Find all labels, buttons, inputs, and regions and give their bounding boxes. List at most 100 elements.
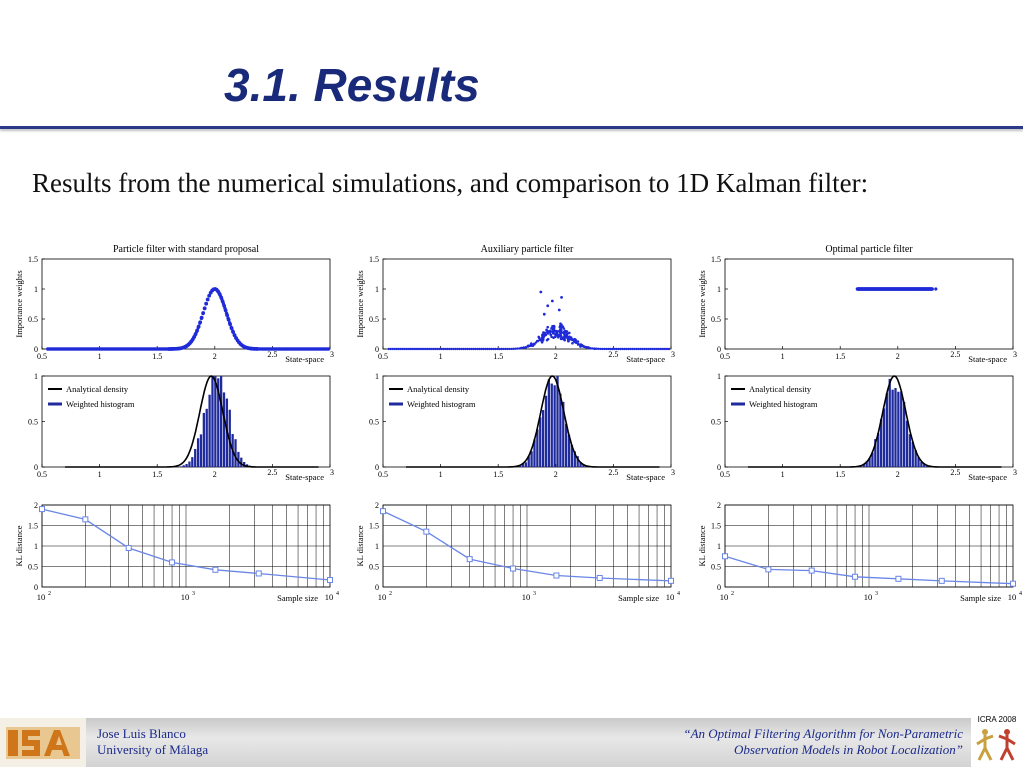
histogram-bar	[582, 464, 585, 467]
chart-title: Optimal particle filter	[825, 244, 913, 255]
weight-point	[454, 347, 457, 351]
weight-point	[643, 347, 646, 351]
histogram-bar	[897, 391, 900, 467]
histogram-bar	[902, 401, 906, 467]
x-tick-exponent: 4	[1019, 591, 1022, 597]
kl-marker	[596, 574, 603, 581]
x-tick-label: 2.5	[950, 350, 960, 359]
weight-point	[619, 347, 622, 351]
y-tick-label: 1	[34, 372, 38, 381]
weight-point	[486, 347, 489, 351]
x-tick-exponent: 3	[533, 591, 536, 597]
kl-marker	[668, 577, 674, 584]
weight-point	[559, 329, 563, 332]
weight-point	[546, 325, 550, 329]
weight-point	[524, 346, 527, 349]
x-tick-label: 1	[439, 470, 443, 479]
histogram-bar	[191, 457, 194, 467]
histogram-bar	[567, 434, 571, 467]
y-tick-label: 1.5	[711, 255, 721, 264]
y-tick-label: 0	[375, 345, 379, 354]
weight-point	[621, 347, 624, 351]
weight-point	[601, 347, 604, 351]
weight-point	[593, 347, 596, 351]
histogram-bar	[547, 379, 551, 467]
weight-point	[531, 343, 535, 347]
weight-point	[413, 347, 417, 351]
weight-point	[552, 336, 555, 340]
y-tick-label: 1.5	[369, 522, 379, 531]
y-tick-label: 0.5	[711, 315, 721, 324]
weight-point	[198, 320, 203, 325]
weight-point	[545, 338, 549, 342]
weight-point	[647, 347, 651, 351]
weight-point	[425, 347, 429, 351]
weight-point	[605, 347, 608, 351]
weight-point	[401, 347, 405, 351]
y-axis-label: KL distance	[355, 525, 365, 566]
histogram-bar	[894, 388, 897, 467]
histogram-bar	[228, 409, 231, 467]
legend-label-analytical: Analytical density	[66, 384, 129, 394]
analytical-density-line	[65, 375, 319, 468]
weight-point	[448, 347, 451, 351]
weight-point	[568, 335, 571, 338]
histogram-bar	[536, 429, 539, 467]
legend-label-histogram: Weighted histogram	[407, 399, 476, 409]
weight-point	[657, 347, 661, 351]
x-tick-exponent: 2	[731, 591, 734, 597]
weight-point	[633, 347, 636, 351]
x-tick-label: 2	[554, 470, 558, 479]
y-tick-label: 0	[717, 463, 721, 472]
histogram-bar	[877, 433, 880, 467]
y-tick-label: 1.5	[28, 522, 38, 531]
x-tick-label: 1.5	[152, 352, 162, 361]
x-tick-label: 10	[666, 592, 675, 602]
x-tick-label: 2	[554, 352, 558, 361]
weight-point	[526, 344, 530, 348]
y-tick-label: 1.5	[28, 255, 38, 264]
weight-point	[427, 347, 431, 351]
weight-point	[934, 287, 938, 291]
y-tick-label: 0.5	[369, 418, 379, 427]
weight-point	[207, 293, 212, 298]
x-tick-label: 0.5	[37, 470, 47, 479]
weight-point	[663, 347, 667, 351]
histogram-bar	[874, 439, 877, 467]
histogram-bar	[905, 420, 909, 467]
weight-point	[219, 295, 224, 300]
histogram-bar	[562, 401, 565, 467]
y-tick-label: 0	[375, 463, 379, 472]
x-axis-label: State-space	[968, 472, 1007, 482]
histogram-bar	[862, 464, 865, 467]
x-tick-label: 1	[439, 352, 443, 361]
y-tick-label: 0.5	[28, 315, 38, 324]
weight-point	[541, 334, 545, 337]
weight-point	[223, 308, 228, 313]
histogram-bar	[524, 462, 527, 467]
weight-point	[225, 313, 230, 318]
histogram-bar	[533, 439, 536, 467]
analytical-density-line	[406, 375, 660, 468]
weight-point	[490, 347, 493, 351]
weight-point	[613, 347, 616, 351]
weight-point	[488, 347, 491, 351]
weight-point	[193, 331, 198, 336]
weight-point	[566, 338, 570, 342]
y-tick-label: 1	[375, 372, 379, 381]
weight-point	[464, 347, 467, 351]
weight-point	[500, 347, 503, 351]
y-tick-label: 0.5	[369, 563, 379, 572]
kl-marker	[553, 572, 560, 579]
x-axis-label: State-space	[626, 354, 665, 364]
weight-point	[635, 347, 638, 351]
x-tick-label: 0.5	[37, 352, 47, 361]
weight-point	[538, 338, 541, 342]
legend-label-histogram: Weighted histogram	[66, 399, 135, 409]
weight-point	[387, 347, 390, 351]
footer-paper-title: “An Optimal Filtering Algorithm for Non-…	[683, 726, 963, 758]
weight-point	[441, 347, 445, 351]
y-tick-label: 0.5	[369, 315, 379, 324]
weight-point	[397, 347, 401, 351]
weight-point	[417, 347, 421, 351]
